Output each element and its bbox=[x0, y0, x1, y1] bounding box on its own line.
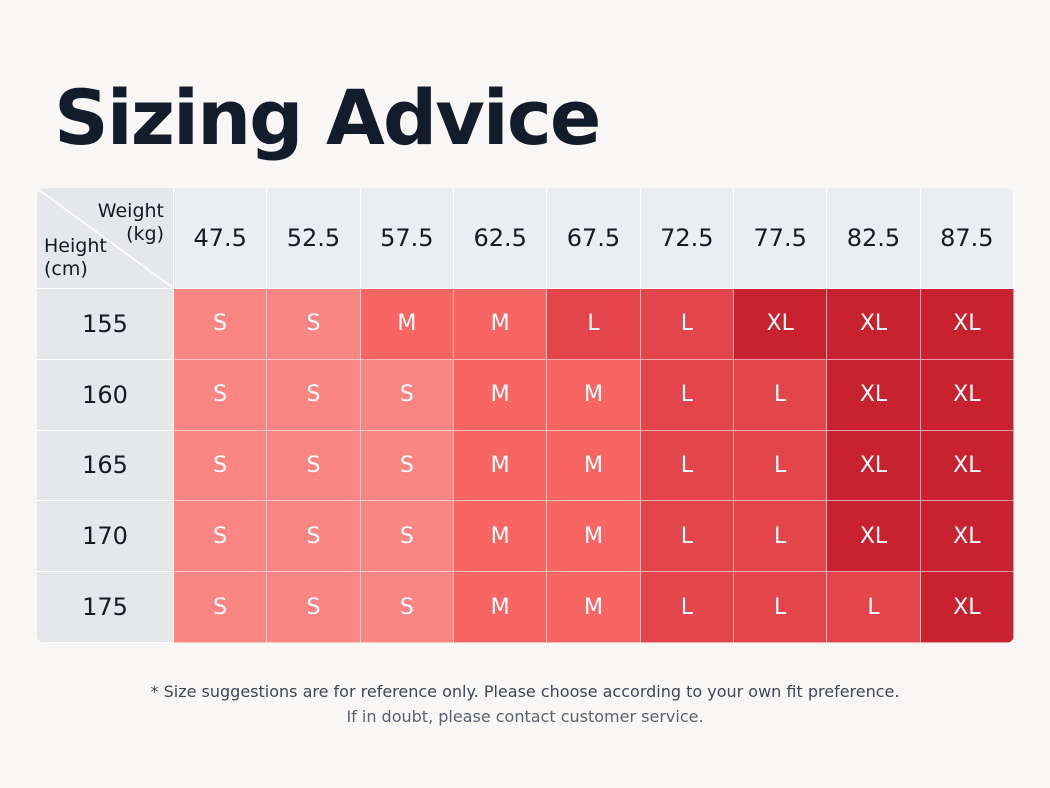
size-cell: S bbox=[174, 572, 268, 643]
height-axis-label: Height (cm) bbox=[44, 235, 144, 281]
size-cell: XL bbox=[827, 501, 921, 573]
weight-column-header: 82.5 bbox=[827, 188, 921, 289]
size-cell: S bbox=[267, 501, 361, 573]
size-cell: M bbox=[454, 359, 548, 431]
size-cell: S bbox=[174, 501, 268, 573]
size-cell: S bbox=[174, 359, 268, 431]
height-row-header: 170 bbox=[37, 501, 174, 573]
height-row-header: 165 bbox=[37, 430, 174, 502]
size-cell: M bbox=[454, 572, 548, 643]
size-cell: S bbox=[267, 572, 361, 643]
size-cell: L bbox=[640, 572, 734, 643]
size-cell: M bbox=[547, 359, 641, 431]
size-cell: XL bbox=[920, 501, 1014, 573]
footnote-line-2: If in doubt, please contact customer ser… bbox=[346, 707, 704, 726]
weight-column-header: 62.5 bbox=[454, 188, 548, 289]
size-cell: L bbox=[640, 501, 734, 573]
size-cell: M bbox=[547, 501, 641, 573]
size-cell: XL bbox=[827, 430, 921, 502]
size-cell: S bbox=[267, 289, 361, 360]
weight-unit: (kg) bbox=[126, 223, 164, 245]
size-cell: L bbox=[734, 572, 828, 643]
size-cell: S bbox=[360, 501, 454, 573]
size-cell: M bbox=[454, 289, 548, 360]
size-cell: L bbox=[734, 359, 828, 431]
weight-column-header: 57.5 bbox=[360, 188, 454, 289]
size-chart-table: Weight (kg) Height (cm) 47.5 52.5 57.5 62.5… bbox=[37, 188, 1014, 643]
size-cell: XL bbox=[734, 289, 828, 360]
size-cell: S bbox=[174, 289, 268, 360]
corner-header-cell: Weight (kg) Height (cm) bbox=[37, 188, 174, 289]
size-cell: M bbox=[547, 572, 641, 643]
size-cell: S bbox=[360, 359, 454, 431]
size-cell: XL bbox=[827, 289, 921, 360]
size-cell: S bbox=[267, 430, 361, 502]
size-cell: M bbox=[547, 430, 641, 502]
page-title: Sizing Advice bbox=[54, 73, 601, 162]
footnote: * Size suggestions are for reference onl… bbox=[0, 679, 1050, 729]
size-cell: L bbox=[640, 289, 734, 360]
diagonal-divider bbox=[38, 189, 173, 288]
size-cell: L bbox=[827, 572, 921, 643]
size-cell: XL bbox=[920, 359, 1014, 431]
size-cell: XL bbox=[920, 430, 1014, 502]
size-cell: M bbox=[454, 430, 548, 502]
weight-column-header: 47.5 bbox=[174, 188, 268, 289]
size-cell: XL bbox=[920, 289, 1014, 360]
height-row-header: 155 bbox=[37, 289, 174, 360]
height-unit: (cm) bbox=[44, 258, 88, 280]
size-chart-grid: Weight (kg) Height (cm) 47.5 52.5 57.5 62.5… bbox=[37, 188, 1014, 643]
weight-column-header: 72.5 bbox=[640, 188, 734, 289]
weight-column-header: 77.5 bbox=[734, 188, 828, 289]
size-cell: L bbox=[547, 289, 641, 360]
weight-column-header: 52.5 bbox=[267, 188, 361, 289]
size-cell: L bbox=[734, 430, 828, 502]
size-cell: S bbox=[267, 359, 361, 431]
size-cell: S bbox=[360, 572, 454, 643]
size-cell: M bbox=[360, 289, 454, 360]
size-cell: L bbox=[640, 430, 734, 502]
height-row-header: 175 bbox=[37, 572, 174, 643]
height-row-header: 160 bbox=[37, 359, 174, 431]
weight-axis-label: Weight (kg) bbox=[64, 200, 164, 246]
size-cell: M bbox=[454, 501, 548, 573]
size-cell: XL bbox=[827, 359, 921, 431]
weight-column-header: 87.5 bbox=[920, 188, 1014, 289]
height-label: Height bbox=[44, 235, 107, 257]
size-cell: S bbox=[174, 430, 268, 502]
size-cell: XL bbox=[920, 572, 1014, 643]
footnote-line-1: * Size suggestions are for reference onl… bbox=[150, 682, 900, 701]
size-cell: S bbox=[360, 430, 454, 502]
weight-label: Weight bbox=[97, 200, 164, 222]
weight-column-header: 67.5 bbox=[547, 188, 641, 289]
size-cell: L bbox=[734, 501, 828, 573]
size-cell: L bbox=[640, 359, 734, 431]
